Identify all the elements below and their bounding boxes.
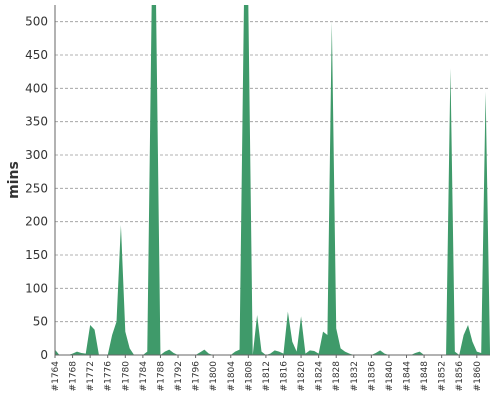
x-tick-label: #1840: [385, 361, 395, 392]
y-tick-label: 450: [25, 48, 48, 62]
x-tick-label: #1780: [121, 361, 131, 392]
x-tick-label: #1812: [262, 361, 272, 391]
y-tick-label: 400: [25, 81, 48, 95]
area-series: [55, 5, 490, 355]
y-tick-label: 350: [25, 115, 48, 129]
x-tick-label: #1832: [350, 361, 360, 391]
x-tick-label: #1828: [332, 361, 342, 392]
x-tick-label: #1784: [139, 361, 149, 392]
x-tick-label: #1852: [438, 361, 448, 391]
y-tick-label: 100: [25, 281, 48, 295]
x-tick-label: #1792: [174, 361, 184, 391]
grid-lines: [55, 21, 490, 323]
x-tick-label: #1776: [104, 361, 114, 392]
y-axis-label: mins: [6, 161, 22, 199]
x-tick-label: #1816: [279, 361, 289, 392]
y-tick-label: 250: [25, 181, 48, 195]
x-tick-label: #1856: [455, 361, 465, 392]
x-tick-label: #1824: [315, 361, 325, 392]
x-tick-label: #1820: [297, 361, 307, 392]
y-tick-label: 50: [33, 315, 48, 329]
x-tick-label: #1796: [192, 361, 202, 392]
x-tick-label: #1804: [227, 361, 237, 392]
x-tick-labels: #1764 #1768 #1772 #1776 #1780 #1784 #1788 #1792…: [51, 355, 483, 391]
area-series-path: [55, 5, 490, 355]
x-tick-label: #1788: [156, 361, 166, 392]
y-tick-label: 150: [25, 248, 48, 262]
y-tick-label: 500: [25, 15, 48, 29]
x-tick-label: #1848: [420, 361, 430, 392]
x-tick-label: #1764: [51, 361, 61, 392]
y-tick-labels: 0 50 100 150 200 250 300 350 400 450 500: [25, 15, 48, 362]
x-tick-label: #1808: [244, 361, 254, 392]
axes: [54, 5, 490, 356]
x-tick-label: #1800: [209, 361, 219, 392]
y-tick-label: 300: [25, 148, 48, 162]
y-tick-label: 0: [40, 348, 48, 362]
x-tick-label: #1844: [403, 361, 413, 392]
x-tick-label: #1836: [367, 361, 377, 392]
x-tick-label: #1772: [86, 361, 96, 391]
y-tick-label: 200: [25, 215, 48, 229]
x-tick-label: #1768: [69, 361, 79, 392]
x-tick-label: #1860: [473, 361, 483, 392]
